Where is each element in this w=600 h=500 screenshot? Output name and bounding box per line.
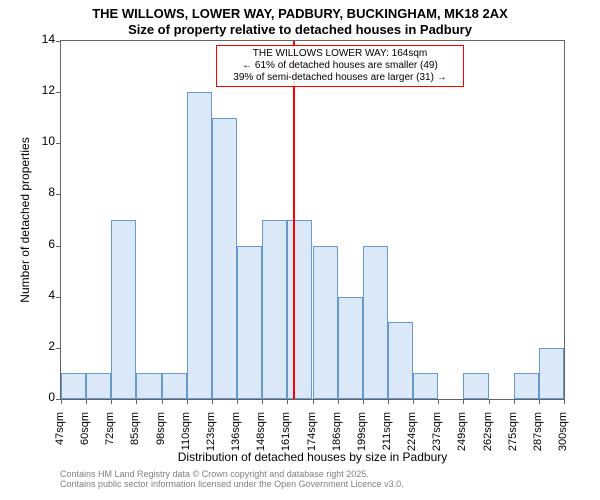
x-tick-mark	[539, 399, 540, 404]
y-tick-label: 4	[15, 288, 55, 302]
chart-title-line1: THE WILLOWS, LOWER WAY, PADBURY, BUCKING…	[0, 6, 600, 21]
x-tick-mark	[212, 399, 213, 404]
chart-title-line2: Size of property relative to detached ho…	[0, 22, 600, 37]
y-tick-label: 12	[15, 83, 55, 97]
x-tick-label: 249sqm	[456, 412, 468, 472]
x-tick-mark	[262, 399, 263, 404]
y-tick-label: 14	[15, 32, 55, 46]
x-tick-label: 211sqm	[381, 412, 393, 472]
x-tick-mark	[111, 399, 112, 404]
x-tick-label: 161sqm	[280, 412, 292, 472]
y-tick-mark	[56, 348, 61, 349]
x-tick-label: 136sqm	[230, 412, 242, 472]
x-tick-label: 72sqm	[104, 412, 116, 472]
annotation-line: THE WILLOWS LOWER WAY: 164sqm	[221, 48, 459, 60]
x-tick-label: 60sqm	[79, 412, 91, 472]
x-tick-label: 186sqm	[331, 412, 343, 472]
histogram-bar	[162, 373, 187, 399]
footer-line2: Contains public sector information licen…	[60, 480, 600, 490]
x-tick-label: 123sqm	[205, 412, 217, 472]
histogram-bar	[463, 373, 488, 399]
histogram-bar	[86, 373, 111, 399]
histogram-bar	[187, 92, 212, 399]
x-tick-mark	[514, 399, 515, 404]
x-tick-mark	[413, 399, 414, 404]
annotation-box: THE WILLOWS LOWER WAY: 164sqm← 61% of de…	[216, 45, 464, 87]
x-tick-label: 47sqm	[54, 412, 66, 472]
x-tick-label: 148sqm	[255, 412, 267, 472]
histogram-bar	[413, 373, 438, 399]
x-tick-mark	[489, 399, 490, 404]
x-tick-label: 224sqm	[406, 412, 418, 472]
annotation-line: ← 61% of detached houses are smaller (49…	[221, 60, 459, 72]
y-tick-label: 10	[15, 134, 55, 148]
histogram-bar	[111, 220, 136, 399]
x-tick-label: 237sqm	[431, 412, 443, 472]
histogram-bar	[212, 118, 237, 399]
x-tick-mark	[463, 399, 464, 404]
x-tick-label: 300sqm	[557, 412, 569, 472]
x-tick-label: 110sqm	[180, 412, 192, 472]
histogram-bar	[287, 220, 312, 399]
x-tick-label: 275sqm	[507, 412, 519, 472]
x-tick-mark	[86, 399, 87, 404]
x-tick-mark	[136, 399, 137, 404]
footer-attribution: Contains HM Land Registry data © Crown c…	[60, 470, 600, 490]
y-tick-label: 8	[15, 185, 55, 199]
y-tick-mark	[56, 41, 61, 42]
x-tick-mark	[438, 399, 439, 404]
x-tick-mark	[61, 399, 62, 404]
x-tick-label: 199sqm	[356, 412, 368, 472]
x-tick-mark	[564, 399, 565, 404]
x-tick-mark	[237, 399, 238, 404]
annotation-line: 39% of semi-detached houses are larger (…	[221, 72, 459, 84]
x-tick-label: 85sqm	[129, 412, 141, 472]
plot-area: THE WILLOWS LOWER WAY: 164sqm← 61% of de…	[60, 40, 565, 400]
x-tick-label: 262sqm	[482, 412, 494, 472]
histogram-bar	[136, 373, 161, 399]
x-tick-mark	[363, 399, 364, 404]
histogram-bar	[539, 348, 564, 399]
histogram-bar	[61, 373, 86, 399]
y-tick-mark	[56, 246, 61, 247]
y-tick-mark	[56, 297, 61, 298]
y-tick-label: 0	[15, 390, 55, 404]
marker-line	[293, 41, 295, 399]
y-tick-mark	[56, 92, 61, 93]
histogram-bar	[313, 246, 338, 399]
x-tick-mark	[313, 399, 314, 404]
histogram-bar	[237, 246, 262, 399]
x-tick-mark	[187, 399, 188, 404]
x-tick-mark	[338, 399, 339, 404]
x-tick-label: 287sqm	[532, 412, 544, 472]
histogram-bar	[363, 246, 388, 399]
histogram-bar	[514, 373, 539, 399]
histogram-bar	[338, 297, 363, 399]
histogram-bar	[262, 220, 287, 399]
y-tick-mark	[56, 143, 61, 144]
x-tick-label: 98sqm	[155, 412, 167, 472]
x-tick-mark	[162, 399, 163, 404]
y-tick-mark	[56, 194, 61, 195]
y-tick-label: 6	[15, 237, 55, 251]
x-tick-mark	[287, 399, 288, 404]
y-tick-label: 2	[15, 339, 55, 353]
x-tick-label: 174sqm	[306, 412, 318, 472]
histogram-bar	[388, 322, 413, 399]
x-tick-mark	[388, 399, 389, 404]
